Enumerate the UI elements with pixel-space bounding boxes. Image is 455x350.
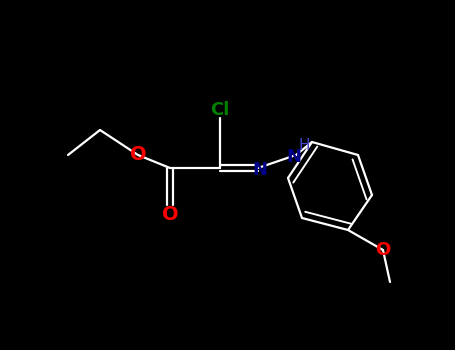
Text: H: H — [298, 138, 310, 153]
Text: O: O — [162, 205, 178, 224]
Text: N: N — [253, 161, 268, 179]
Text: N: N — [287, 148, 302, 166]
Text: O: O — [130, 146, 147, 164]
Text: Cl: Cl — [210, 101, 230, 119]
Text: O: O — [375, 241, 391, 259]
